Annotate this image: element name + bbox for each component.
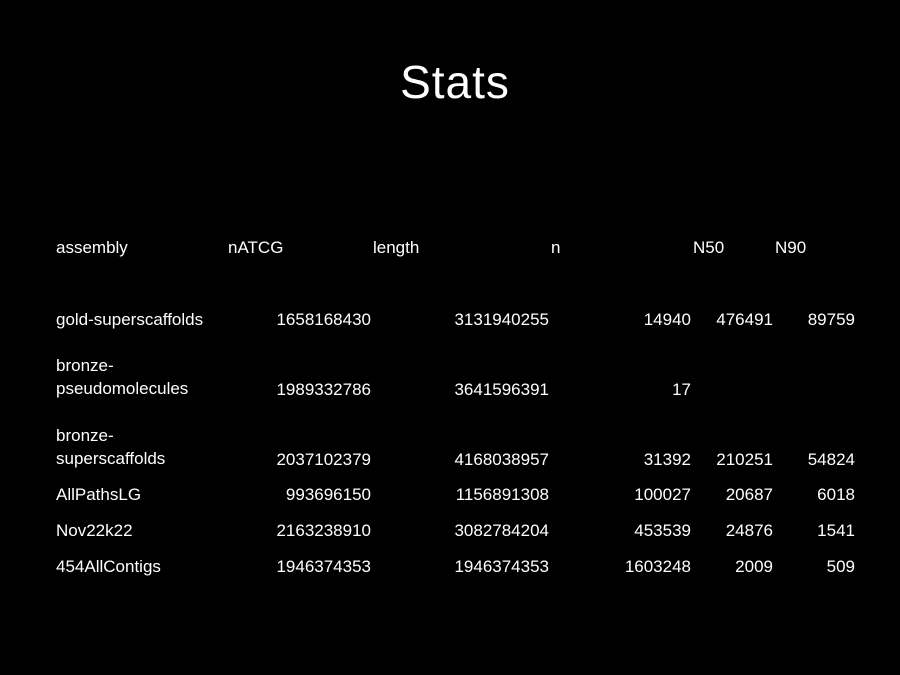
cell-n50: 20687 — [725, 485, 773, 504]
cell-n50: 210251 — [716, 450, 773, 469]
cell-natcg: 993696150 — [285, 485, 371, 504]
header-length: length — [373, 238, 420, 257]
cell-natcg: 2037102379 — [276, 450, 371, 469]
cell-assembly-line1: bronze- — [56, 356, 114, 375]
cell-n90: 6018 — [817, 485, 855, 504]
cell-n50: 476491 — [716, 310, 773, 329]
cell-length: 1946374353 — [454, 557, 549, 576]
cell-length: 3131940255 — [454, 310, 549, 329]
cell-assembly-line2: superscaffolds — [56, 449, 166, 468]
cell-n: 100027 — [634, 485, 691, 504]
header-n: n — [551, 238, 561, 257]
cell-natcg: 1946374353 — [276, 557, 371, 576]
cell-n: 31392 — [643, 450, 691, 469]
header-n50: N50 — [693, 238, 725, 257]
cell-assembly: 454AllContigs — [56, 557, 161, 576]
cell-length: 4168038957 — [454, 450, 549, 469]
cell-natcg: 2163238910 — [276, 521, 371, 540]
cell-length: 3082784204 — [454, 521, 549, 540]
cell-assembly-line2: pseudomolecules — [56, 379, 189, 398]
cell-n90: 54824 — [807, 450, 855, 469]
cell-natcg: 1989332786 — [276, 380, 371, 399]
cell-n: 17 — [672, 380, 691, 399]
cell-n50: 24876 — [725, 521, 773, 540]
cell-assembly: Nov22k22 — [56, 521, 133, 540]
cell-length: 1156891308 — [455, 485, 549, 504]
cell-n50: 2009 — [735, 557, 773, 576]
cell-n90: 1541 — [817, 521, 855, 540]
cell-assembly: gold-superscaffolds — [56, 310, 204, 329]
header-assembly: assembly — [56, 238, 128, 257]
cell-assembly-line1: bronze- — [56, 426, 114, 445]
cell-natcg: 1658168430 — [276, 310, 371, 329]
cell-n90: 509 — [826, 557, 855, 576]
cell-n: 453539 — [634, 521, 691, 540]
slide-title: Stats — [400, 56, 510, 108]
cell-assembly: AllPathsLG — [56, 485, 142, 504]
cell-n: 1603248 — [624, 557, 691, 576]
cell-length: 3641596391 — [454, 380, 549, 399]
cell-n: 14940 — [643, 310, 691, 329]
cell-n90: 89759 — [807, 310, 855, 329]
header-natcg: nATCG — [228, 238, 284, 257]
header-n90: N90 — [775, 238, 807, 257]
